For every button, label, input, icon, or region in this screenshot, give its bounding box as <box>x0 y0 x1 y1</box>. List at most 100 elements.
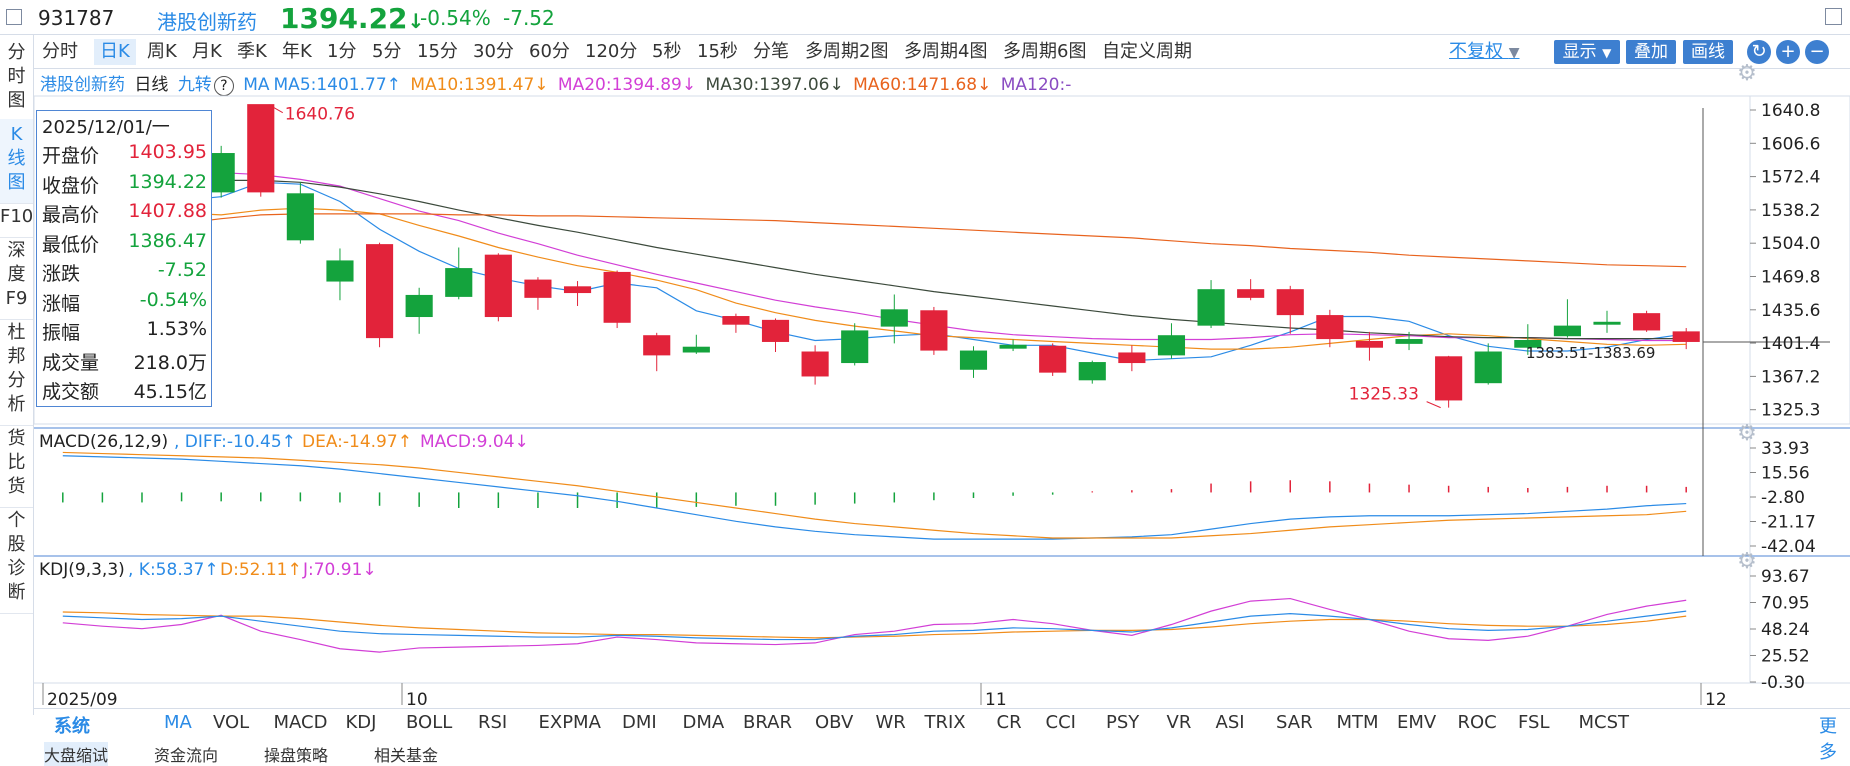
indicator-tab-18[interactable]: ASI <box>1215 712 1245 733</box>
side-tab-char: 货 <box>7 476 26 497</box>
period-tab-4[interactable]: 季K <box>237 41 267 62</box>
info-label: 开盘价 <box>42 145 100 167</box>
indicator-tab-13[interactable]: TRIX <box>924 712 966 733</box>
bottom-tab-1[interactable]: 资金流向 <box>154 746 219 765</box>
indicator-tab-3[interactable]: MACD <box>273 712 328 733</box>
price-tick-label: 1606.6 <box>1761 134 1820 154</box>
indicator-tab-20[interactable]: MTM <box>1336 712 1379 733</box>
x-tick-label: 12 <box>1705 690 1727 710</box>
indicator-tab-14[interactable]: CR <box>996 712 1022 733</box>
period-tab-11[interactable]: 120分 <box>585 41 638 62</box>
kdj-tick-label: 25.52 <box>1761 647 1810 667</box>
period-tab-6[interactable]: 1分 <box>327 41 357 62</box>
overlay-button[interactable]: 叠加 <box>1626 40 1676 64</box>
x-tick-label: 2025/09 <box>47 690 118 710</box>
candle-body <box>603 271 631 323</box>
info-row: 最低价 1386.47 <box>42 230 207 259</box>
side-tab-4[interactable]: 杜邦分析 <box>0 317 33 426</box>
range-annotation: 1383.51-1383.69 <box>1526 344 1655 362</box>
period-tab-12[interactable]: 5秒 <box>652 41 682 62</box>
window-icon[interactable] <box>6 9 22 25</box>
period-tab-7[interactable]: 5分 <box>372 41 402 62</box>
zoom-out-icon[interactable]: − <box>1805 40 1829 64</box>
period-tab-13[interactable]: 15秒 <box>697 41 738 62</box>
side-tab-6[interactable]: 个股诊断 <box>0 505 33 614</box>
period-tab-15[interactable]: 多周期2图 <box>805 41 889 62</box>
info-row: 振幅 1.53% <box>42 318 207 347</box>
period-tab-1[interactable]: 日K <box>94 39 136 65</box>
indicator-tab-12[interactable]: WR <box>875 712 906 733</box>
restore-window-icon[interactable] <box>1825 8 1842 25</box>
macd-diff-label: , DIFF:-10.45↑ <box>174 432 296 452</box>
jiuzhuan-toggle[interactable]: 九转 <box>177 75 212 95</box>
indicator-tab-7[interactable]: EXPMA <box>538 712 601 733</box>
indicator-tab-16[interactable]: PSY <box>1106 712 1140 733</box>
refresh-icon[interactable]: ↻ <box>1747 40 1771 64</box>
period-tab-16[interactable]: 多周期4图 <box>904 41 988 62</box>
indicator-tab-2[interactable]: VOL <box>213 712 250 733</box>
adjust-dropdown[interactable]: 不复权 ▼ <box>1449 39 1520 65</box>
indicator-tab-25[interactable]: 更多 <box>1819 716 1837 763</box>
indicator-tab-23[interactable]: FSL <box>1518 712 1550 733</box>
period-tab-8[interactable]: 15分 <box>417 41 458 62</box>
side-tab-5[interactable]: 货比货 <box>0 423 33 508</box>
period-tab-9[interactable]: 30分 <box>473 41 514 62</box>
zoom-in-icon[interactable]: + <box>1776 40 1800 64</box>
indicator-tab-1[interactable]: MA <box>164 712 192 733</box>
indicator-tab-6[interactable]: RSI <box>478 712 508 733</box>
period-tab-3[interactable]: 月K <box>192 41 222 62</box>
period-tab-2[interactable]: 周K <box>147 41 177 62</box>
candle-body <box>563 286 592 294</box>
indicator-tab-15[interactable]: CCI <box>1045 712 1076 733</box>
side-tab-3[interactable]: 深度 F9 <box>0 235 33 320</box>
price-tick-label: 1325.3 <box>1761 401 1820 421</box>
legend-ma[interactable]: MA <box>243 75 270 95</box>
display-button[interactable]: 显示 ▼ <box>1554 40 1620 64</box>
indicator-tab-24[interactable]: MCST <box>1578 712 1630 733</box>
display-label: 显示 <box>1562 42 1597 62</box>
indicator-tab-22[interactable]: ROC <box>1457 712 1497 733</box>
indicator-tab-10[interactable]: BRAR <box>743 712 792 733</box>
indicator-tab-0[interactable]: 系统 <box>54 716 90 737</box>
indicator-tab-19[interactable]: SAR <box>1276 712 1313 733</box>
period-tab-17[interactable]: 多周期6图 <box>1003 41 1087 62</box>
side-tab-char: 杜 <box>7 322 26 343</box>
kdj-tick-label: -0.30 <box>1761 673 1805 693</box>
candle-body <box>880 309 908 327</box>
high-marker <box>268 104 284 114</box>
info-value: 1.53% <box>146 318 207 340</box>
info-value: 1386.47 <box>128 229 207 252</box>
side-tab-char: 诊 <box>7 558 26 579</box>
bottom-tab-0[interactable]: 大盘缩试 <box>44 742 109 766</box>
change-value: -7.52 <box>503 6 555 30</box>
period-tab-10[interactable]: 60分 <box>529 41 570 62</box>
indicator-tab-17[interactable]: VR <box>1166 712 1192 733</box>
main-panel-frame <box>33 95 1850 425</box>
bottom-tab-3[interactable]: 相关基金 <box>374 746 439 765</box>
indicator-tab-8[interactable]: DMI <box>622 712 657 733</box>
indicator-tab-4[interactable]: KDJ <box>345 712 377 733</box>
gear-icon: ⚙ <box>1737 421 1757 446</box>
bottom-tab-2[interactable]: 操盘策略 <box>264 746 329 765</box>
side-tab-2[interactable]: F10 <box>0 201 33 238</box>
stock-name[interactable]: 港股创新药 <box>157 10 257 34</box>
indicator-tab-11[interactable]: OBV <box>815 712 854 733</box>
period-tab-0[interactable]: 分时 <box>42 41 78 62</box>
indicator-tab-21[interactable]: EMV <box>1397 712 1437 733</box>
info-row: 收盘价 1394.22 <box>42 171 207 200</box>
period-tab-5[interactable]: 年K <box>282 41 312 62</box>
indicator-tab-9[interactable]: DMA <box>682 712 725 733</box>
info-value: 218.0万 <box>133 351 207 374</box>
period-tab-18[interactable]: 自定义周期 <box>1102 41 1192 62</box>
info-label: 成交量 <box>42 351 100 374</box>
candle-body <box>959 350 988 370</box>
draw-line-button[interactable]: 画线 <box>1683 40 1733 64</box>
period-tab-14[interactable]: 分笔 <box>753 41 789 62</box>
side-tab-char: 比 <box>7 452 26 473</box>
macd-dea-line <box>62 451 1687 539</box>
candle-body <box>1118 352 1146 364</box>
price-tick-label: 1538.2 <box>1761 201 1820 221</box>
indicator-tab-5[interactable]: BOLL <box>406 712 453 733</box>
